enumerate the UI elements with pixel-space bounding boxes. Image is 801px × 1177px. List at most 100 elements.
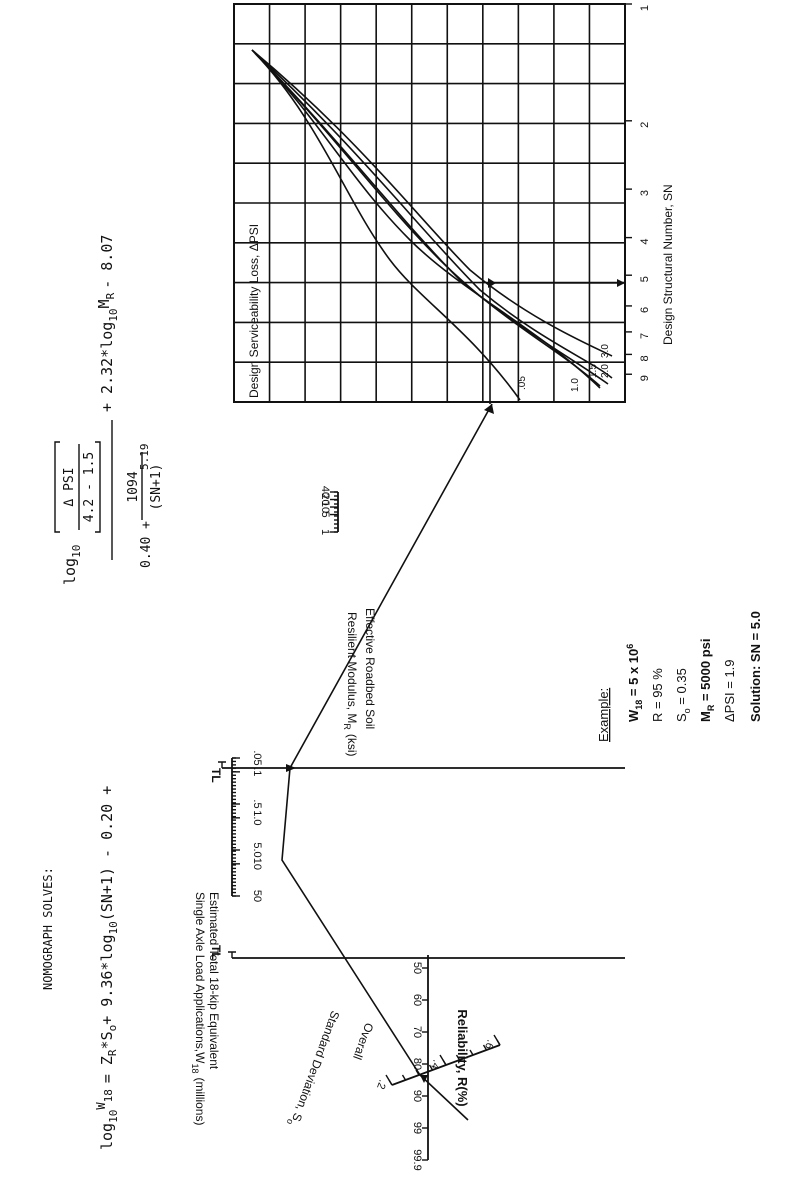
esal-scale: 50 105.0 1.0 .5 .1 .05 Estimated Total 18-kip… [190, 750, 263, 1125]
mr-tick-label: 1 [319, 529, 331, 535]
turning-line-2: TL [209, 761, 625, 783]
eq-sn-base: 10 [107, 921, 120, 934]
psi-curve-20 [251, 49, 609, 385]
example-w18-val: = 5 x 10 [626, 649, 641, 700]
esal-tick-label: .5 [251, 799, 263, 808]
psi-axis-label: Design Serviceability Loss, ΔPSI [247, 224, 261, 398]
eq-den-num: 1094 [126, 471, 141, 502]
std-dev-minor-tick [388, 1079, 393, 1086]
example-mr: M [698, 711, 713, 722]
reliability-tick-label: 90 [411, 1090, 423, 1102]
sn-tick-label: 2 [639, 122, 651, 128]
eq-den-a: 0.40 + [139, 521, 154, 568]
psi-curve-005 [251, 49, 521, 401]
svg-text:log10W18= ZR*So+ 9.36*log10(SN: log10W18= ZR*So+ 9.36*log10(SN+1) - 0.20… [94, 786, 120, 1150]
eq-const: - 8.07 [98, 235, 116, 289]
std-dev-minor-tick [442, 1059, 447, 1066]
svg-text:So = 0.35: So = 0.35 [674, 668, 692, 722]
mr-tick-label: 10 [319, 501, 331, 513]
std-dev-label-a: Overall [350, 1021, 376, 1062]
curve-label-15: 1.5 [588, 364, 599, 378]
svg-text:Resilient Modulus, MR(ksi): Resilient Modulus, MR (ksi) [342, 612, 359, 757]
std-dev-minor-tick [428, 1064, 434, 1071]
esal-tick-label: 10 [251, 858, 263, 870]
mr-tick-label: 5 [319, 511, 331, 517]
eq-frac-log: log [61, 558, 79, 585]
std-dev-minor-tick [455, 1054, 461, 1061]
example-w18: W [626, 709, 641, 722]
esal-tick-label: .05 [251, 750, 263, 765]
sn-tick-label: 8 [639, 355, 651, 361]
example-w18-sub: 18 [634, 700, 644, 710]
eq-mr-term: + 2.32*log [98, 322, 116, 412]
example-dpsi: ΔPSI = 1.9 [722, 659, 737, 722]
std-dev-tick-label: .4 [428, 1058, 442, 1071]
example-path [281, 403, 494, 1121]
std-dev-minor-tick [482, 1044, 488, 1051]
turning-line-1: TL [209, 945, 625, 960]
svg-text:log10: log10 [61, 545, 83, 585]
std-dev-minor-tick [496, 1039, 501, 1046]
sn-tick-label: 3 [639, 190, 651, 196]
sn-tick-label: 5 [639, 276, 651, 282]
equation-fraction: log10 Δ PSI 4.2 - 1.5 0.40 + 1094 (SN+1)… [54, 235, 164, 585]
nomograph-title: NOMOGRAPH SOLVES: [41, 867, 55, 990]
svg-text:Single Axle Load Applications,: Single Axle Load Applications,W18 (millio… [190, 892, 207, 1125]
example-solution: Solution: SN = 5.0 [748, 611, 763, 722]
example-box: Example: W18 = 5 x 106 R = 95 % So = 0.3… [596, 611, 763, 742]
reliability-tick-label: 60 [411, 994, 423, 1006]
eq-dpsi: Δ PSI [62, 467, 77, 506]
esal-label-sub: 18 [190, 1063, 200, 1073]
eq-frac-base: 10 [70, 545, 83, 558]
svg-text:W18 = 5 x 106: W18 = 5 x 106 [625, 644, 644, 722]
esal-label-unit: (millions) [193, 1077, 207, 1125]
eq-so: *S [98, 1031, 116, 1049]
mr-tick-label: 40 [319, 486, 331, 498]
eq-sn-arg: (SN+1) - 0.20 + [98, 786, 116, 921]
eq-lhs-base: 10 [107, 1110, 120, 1123]
esal-label-b: Single Axle Load Applications,W [193, 892, 207, 1064]
eq-bracket [54, 441, 101, 533]
example-w18-exp: 6 [625, 644, 635, 649]
design-chart: 1 2 3 4 5 6 7 8 9 Design Serviceability Loss, ΔP… [233, 3, 675, 404]
psi-curve-30 [251, 49, 613, 379]
tl2-label: TL [209, 768, 223, 783]
eq-lhs-log: log [98, 1123, 116, 1150]
svg-text:MR = 5000 psi: MR = 5000 psi [698, 639, 716, 722]
esal-label-a: Estimated Total 18-kip Equivalent [207, 892, 221, 1070]
example-solution-line [281, 403, 493, 1121]
reliability-tick-label: 99.9 [411, 1149, 423, 1170]
std-dev-minor-tick [469, 1049, 474, 1056]
mr-label-unit: (ksi) [345, 734, 359, 757]
eq-lhs-w: W [94, 1102, 108, 1110]
eq-mr-sym: M [95, 299, 113, 308]
sn-tick-label: 7 [639, 333, 651, 339]
mr-label-b: Resilient Modulus, M [345, 612, 359, 723]
std-dev-label-sub: o [285, 1118, 296, 1126]
mr-label-sub: R [342, 723, 352, 730]
eq-den-exp: 5.19 [138, 444, 151, 471]
example-r: R = 95 % [650, 668, 665, 722]
eq-den-den: (SN+1) [149, 464, 164, 511]
sn-tick-label: 4 [639, 239, 651, 245]
sn-tick-label: 9 [639, 375, 651, 381]
eq-lhs-sub: 18 [102, 1089, 115, 1102]
eq-zr-sub: R [106, 1049, 119, 1056]
curve-label-30: 3.0 [600, 344, 611, 358]
curve-label-10: 1.0 [570, 378, 581, 392]
std-dev-tick-label: .2 [374, 1078, 388, 1091]
example-so: S [674, 713, 689, 722]
curve-label-005: .05 [517, 376, 528, 390]
curve-label-20: 2.0 [600, 364, 611, 378]
eq-so-sub: o [106, 1025, 119, 1032]
sn-tick-label: 6 [639, 307, 651, 313]
example-heading: Example: [596, 688, 611, 742]
example-so-val: = 0.35 [674, 668, 689, 708]
std-dev-label-b: Standard Deviation, S [289, 1009, 342, 1123]
eq-sn-term: + 9.36*log [98, 934, 116, 1024]
example-so-sub: o [682, 708, 692, 713]
equation: log10W18= ZR*So+ 9.36*log10(SN+1) - 0.20… [94, 786, 120, 1150]
